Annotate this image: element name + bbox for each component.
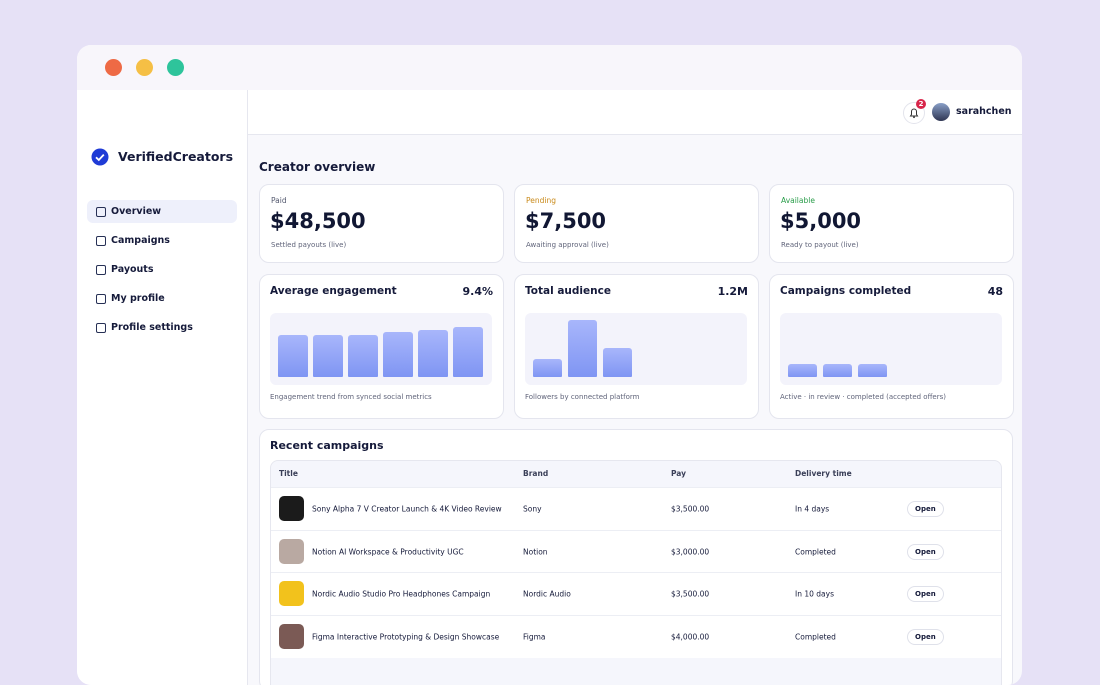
metric-caption: Active · in review · completed (accepted…: [780, 393, 946, 401]
chart-bar: [453, 327, 483, 377]
chart-bar: [603, 348, 632, 377]
stat-label: Available: [781, 196, 815, 205]
open-button[interactable]: Open: [907, 586, 944, 602]
notification-button[interactable]: 2: [903, 99, 926, 124]
section-title: Creator overview: [259, 160, 376, 174]
chart-bar: [568, 320, 597, 377]
metric-card: Campaigns completed 48 Active · in review …: [769, 274, 1014, 419]
stat-value: $7,500: [525, 209, 607, 233]
stat-note: Ready to payout (live): [781, 241, 859, 249]
chart-bar: [383, 332, 413, 377]
campaigns-title: Recent campaigns: [270, 439, 384, 452]
cell-pay: $3,500.00: [671, 504, 710, 514]
chart-bar: [418, 330, 448, 377]
chart-area: [780, 313, 1002, 385]
page: VerifiedCreators Overview Campaigns Payout…: [77, 45, 1022, 685]
brand: VerifiedCreators: [118, 149, 234, 164]
nav-item[interactable]: Overview: [87, 200, 237, 223]
stat-note: Awaiting approval (live): [526, 241, 609, 249]
cell-title: Notion AI Workspace & Productivity UGC: [312, 547, 464, 556]
table-row: Nordic Audio Studio Pro Headphones Campa…: [271, 572, 1001, 615]
nav-item[interactable]: Profile settings: [87, 316, 237, 339]
column-header: Brand: [523, 469, 549, 478]
username[interactable]: sarahchen: [956, 106, 1012, 117]
chart-bar: [313, 335, 343, 377]
metric-title: Total audience: [525, 285, 611, 297]
maximize-dot[interactable]: [167, 59, 184, 76]
chart-bar: [858, 364, 887, 377]
chart-bar: [278, 335, 308, 377]
cell-delivery: In 4 days: [795, 504, 830, 514]
chart-bar: [788, 364, 817, 377]
chart-bar: [348, 335, 378, 377]
stat-card: Pending $7,500 Awaiting approval (live): [514, 184, 759, 263]
open-button[interactable]: Open: [907, 628, 944, 645]
nav-icon: [96, 236, 106, 246]
cell-title: Sony Alpha 7 V Creator Launch & 4K Video…: [312, 504, 502, 514]
bell-icon: [909, 108, 919, 119]
cell-brand: Notion: [523, 547, 548, 556]
open-button[interactable]: Open: [907, 501, 944, 517]
cell-pay: $4,000.00: [671, 632, 710, 641]
metric-value: 48: [987, 285, 1003, 298]
cell-brand: Figma: [523, 632, 546, 641]
chart-bar: [823, 364, 852, 377]
metric-value: 1.2M: [717, 285, 748, 298]
column-header: Delivery time: [795, 469, 852, 478]
title-bar: [77, 45, 1022, 90]
nav-item[interactable]: My profile: [87, 287, 237, 310]
stat-label: Pending: [526, 196, 556, 205]
metric-caption: Followers by connected platform: [525, 393, 640, 401]
thumbnail: [279, 623, 304, 649]
minimize-dot[interactable]: [136, 59, 153, 76]
table-row: Figma Interactive Prototyping & Design S…: [271, 614, 1001, 658]
cell-pay: $3,500.00: [671, 589, 710, 599]
nav-icon: [96, 294, 106, 304]
campaigns-card: Recent campaigns Title Brand Pay Delivery t…: [259, 429, 1013, 685]
nav-icon: [96, 207, 106, 217]
stat-label: Paid: [271, 196, 287, 205]
chart-area: [525, 313, 747, 385]
avatar[interactable]: [932, 103, 950, 121]
header: 2 sarahchen: [248, 90, 1022, 135]
cell-pay: $3,000.00: [671, 547, 710, 556]
table-row: Sony Alpha 7 V Creator Launch & 4K Video…: [271, 487, 1001, 530]
cell-brand: Sony: [523, 504, 542, 514]
stat-note: Settled payouts (live): [271, 241, 347, 249]
nav-icon: [96, 265, 106, 275]
notification-badge: 2: [916, 99, 926, 109]
thumbnail: [279, 581, 304, 606]
stat-card: Available $5,000 Ready to payout (live): [769, 184, 1014, 263]
cell-title: Figma Interactive Prototyping & Design S…: [312, 632, 500, 641]
column-header: Title: [279, 469, 298, 478]
sidebar: VerifiedCreators Overview Campaigns Payout…: [77, 90, 248, 685]
campaigns-table: Title Brand Pay Delivery time Sony Alpha 7 V…: [270, 460, 1002, 685]
metric-value: 9.4%: [462, 285, 493, 298]
nav-item[interactable]: Campaigns: [87, 229, 237, 252]
cell-delivery: Completed: [795, 547, 836, 556]
thumbnail: [279, 496, 304, 521]
cell-delivery: Completed: [795, 632, 836, 641]
app-window: VerifiedCreators Overview Campaigns Payout…: [77, 45, 1022, 685]
close-dot[interactable]: [105, 59, 122, 76]
thumbnail: [279, 538, 304, 564]
nav-icon: [96, 323, 106, 333]
open-button[interactable]: Open: [907, 543, 944, 560]
table-row: Notion AI Workspace & Productivity UGC No…: [271, 529, 1001, 573]
nav-item[interactable]: Payouts: [87, 258, 237, 281]
stat-value: $48,500: [270, 209, 366, 233]
stat-value: $5,000: [780, 209, 862, 233]
cell-delivery: In 10 days: [795, 589, 834, 599]
metric-title: Average engagement: [270, 285, 397, 297]
column-header: Pay: [671, 469, 687, 478]
metric-caption: Engagement trend from synced social metr…: [270, 393, 432, 401]
metric-card: Total audience 1.2M Followers by connected…: [514, 274, 759, 419]
logo: [91, 148, 109, 166]
cell-brand: Nordic Audio: [523, 589, 571, 599]
chart-bar: [533, 359, 562, 377]
stat-card: Paid $48,500 Settled payouts (live): [259, 184, 504, 263]
metric-title: Campaigns completed: [780, 285, 912, 297]
cell-title: Nordic Audio Studio Pro Headphones Campa…: [312, 589, 491, 599]
